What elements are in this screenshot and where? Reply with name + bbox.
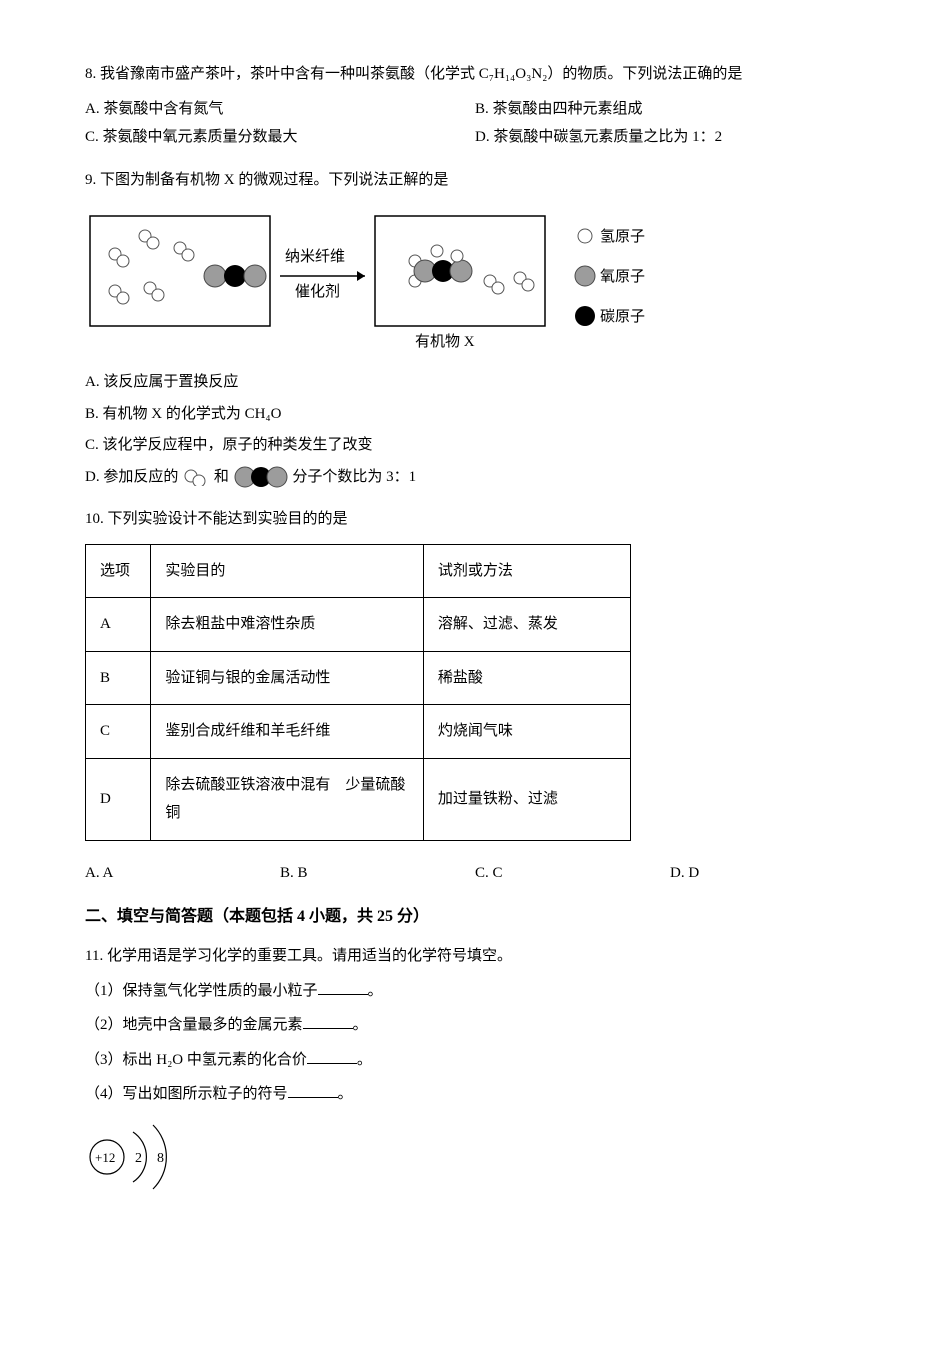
q9-option-c: C. 该化学反应程中，原子的种类发生了改变 [85, 431, 865, 460]
cell-d-opt: D [86, 758, 151, 840]
cell-c-method: 灼烧闻气味 [423, 705, 630, 759]
svg-text:氢原子: 氢原子 [600, 228, 645, 245]
q11-i3-prefix: （3）标出 H₂O 中氢元素的化合价 [85, 1052, 307, 1068]
legend: 氢原子 氧原子 碳原子 [575, 228, 645, 326]
table-row: D 除去硫酸亚铁溶液中混有 少量硫酸铜 加过量铁粉、过滤 [86, 758, 631, 840]
table-header-row: 选项 实验目的 试剂或方法 [86, 544, 631, 598]
q11-i4-suffix: 。 [338, 1086, 353, 1102]
nucleus-charge: +12 [95, 1150, 115, 1165]
q10-answers: A. A B. B C. C D. D [85, 859, 865, 888]
q11-item-3: （3）标出 H₂O 中氢元素的化合价 。 [85, 1046, 865, 1075]
q10-answer-d: D. D [670, 859, 865, 888]
q8-text: 8. 我省豫南市盛产茶叶，茶叶中含有一种叫茶氨酸（化学式 C₇H₁₄O₃N₂）的… [85, 60, 865, 89]
q10-answer-b: B. B [280, 859, 475, 888]
cell-b-method: 稀盐酸 [423, 651, 630, 705]
atom-structure-diagram: +12 2 8 [85, 1117, 865, 1208]
electron-shell-diagram: +12 2 8 [85, 1117, 195, 1197]
q11-i3-suffix: 。 [357, 1052, 372, 1068]
cell-c-purpose: 鉴别合成纤维和羊毛纤维 [151, 705, 424, 759]
q11-i2-suffix: 。 [353, 1017, 368, 1033]
q11-item-4: （4）写出如图所示粒子的符号 。 [85, 1080, 865, 1109]
table-row: B 验证铜与银的金属活动性 稀盐酸 [86, 651, 631, 705]
arrow-top-label: 纳米纤维 [285, 248, 345, 265]
table-row: C 鉴别合成纤维和羊毛纤维 灼烧闻气味 [86, 705, 631, 759]
cell-d-method: 加过量铁粉、过滤 [423, 758, 630, 840]
q8-option-d: D. 茶氨酸中碳氢元素质量之比为 1：2 [475, 123, 865, 152]
h2-group [109, 230, 194, 304]
cell-a-method: 溶解、过滤、蒸发 [423, 598, 630, 652]
q9-d-prefix: D. 参加反应的 [85, 469, 178, 485]
svg-text:碳原子: 碳原子 [600, 308, 645, 325]
q10-table: 选项 实验目的 试剂或方法 A 除去粗盐中难溶性杂质 溶解、过滤、蒸发 B 验证… [85, 544, 631, 841]
th-option: 选项 [86, 544, 151, 598]
shell-1-count: 2 [135, 1151, 142, 1166]
q9-diagram: 纳米纤维 催化剂 有机物 X [85, 206, 865, 356]
co2-group [204, 265, 266, 287]
reaction-diagram: 纳米纤维 催化剂 有机物 X [85, 206, 675, 356]
blank [307, 1049, 357, 1064]
q9-text: 9. 下图为制备有机物 X 的微观过程。下列说法正解的是 [85, 166, 865, 195]
question-8: 8. 我省豫南市盛产茶叶，茶叶中含有一种叫茶氨酸（化学式 C₇H₁₄O₃N₂）的… [85, 60, 865, 152]
q11-i1-suffix: 。 [368, 983, 383, 999]
q8-option-a: A. 茶氨酸中含有氮气 [85, 95, 475, 124]
q9-d-suffix: 分子个数比为 3：1 [292, 469, 416, 485]
cell-c-opt: C [86, 705, 151, 759]
section-2-title: 二、填空与简答题（本题包括 4 小题，共 25 分） [85, 902, 865, 932]
q11-i2-prefix: （2）地壳中含量最多的金属元素 [85, 1017, 303, 1033]
cell-b-opt: B [86, 651, 151, 705]
q11-text: 11. 化学用语是学习化学的重要工具。请用适当的化学符号填空。 [85, 942, 865, 971]
co2-icon [233, 466, 289, 488]
q10-answer-a: A. A [85, 859, 280, 888]
q11-i1-prefix: （1）保持氢气化学性质的最小粒子 [85, 983, 318, 999]
q9-option-a: A. 该反应属于置换反应 [85, 368, 865, 397]
cell-a-opt: A [86, 598, 151, 652]
q11-item-2: （2）地壳中含量最多的金属元素 。 [85, 1011, 865, 1040]
q8-options: A. 茶氨酸中含有氮气 B. 茶氨酸由四种元素组成 C. 茶氨酸中氧元素质量分数… [85, 95, 865, 152]
organic-x [409, 245, 472, 287]
question-11: 11. 化学用语是学习化学的重要工具。请用适当的化学符号填空。 （1）保持氢气化… [85, 942, 865, 1207]
cell-b-purpose: 验证铜与银的金属活动性 [151, 651, 424, 705]
question-9: 9. 下图为制备有机物 X 的微观过程。下列说法正解的是 [85, 166, 865, 492]
shell-2-count: 8 [157, 1151, 164, 1166]
organic-x-label: 有机物 X [415, 333, 475, 350]
q9-option-b: B. 有机物 X 的化学式为 CH₄O [85, 400, 865, 429]
question-10: 10. 下列实验设计不能达到实验目的的是 选项 实验目的 试剂或方法 A 除去粗… [85, 505, 865, 887]
q8-option-b: B. 茶氨酸由四种元素组成 [475, 95, 865, 124]
th-purpose: 实验目的 [151, 544, 424, 598]
h2-icon [182, 468, 210, 486]
cell-a-purpose: 除去粗盐中难溶性杂质 [151, 598, 424, 652]
q9-option-d: D. 参加反应的 和 分子个数比为 3：1 [85, 463, 865, 492]
svg-text:氧原子: 氧原子 [600, 268, 645, 285]
q9-d-mid: 和 [214, 469, 229, 485]
q10-answer-c: C. C [475, 859, 670, 888]
cell-d-purpose: 除去硫酸亚铁溶液中混有 少量硫酸铜 [151, 758, 424, 840]
q11-item-1: （1）保持氢气化学性质的最小粒子 。 [85, 977, 865, 1006]
blank [303, 1014, 353, 1029]
q8-option-c: C. 茶氨酸中氧元素质量分数最大 [85, 123, 475, 152]
arrow-bottom-label: 催化剂 [295, 283, 340, 300]
blank [318, 980, 368, 995]
q11-i4-prefix: （4）写出如图所示粒子的符号 [85, 1086, 288, 1102]
table-row: A 除去粗盐中难溶性杂质 溶解、过滤、蒸发 [86, 598, 631, 652]
blank [288, 1083, 338, 1098]
th-method: 试剂或方法 [423, 544, 630, 598]
q10-text: 10. 下列实验设计不能达到实验目的的是 [85, 505, 865, 534]
product-h2 [484, 272, 534, 294]
